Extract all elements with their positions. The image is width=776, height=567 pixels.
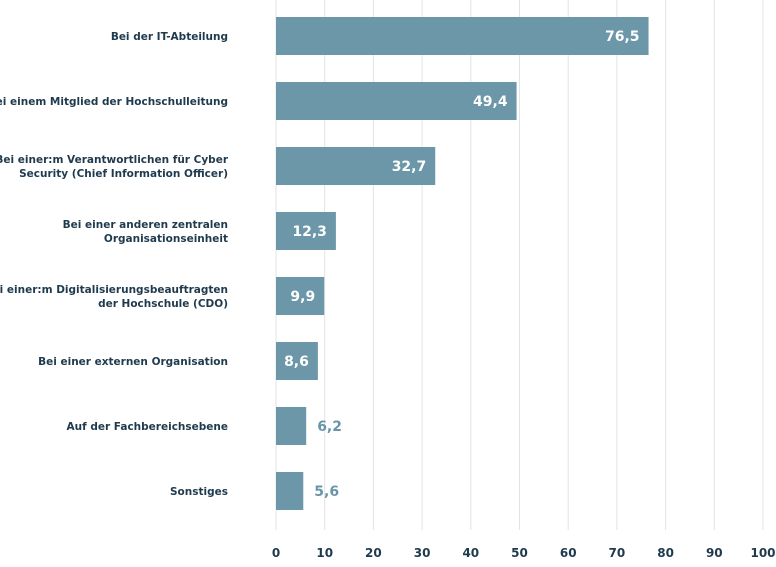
bar [276, 147, 436, 185]
value-label: 8,6 [284, 354, 309, 370]
category-labels: Bei der IT-Abteilung Bei einem Mitglied d… [0, 31, 229, 498]
x-tick-label: 100 [750, 546, 775, 560]
bar [276, 342, 318, 380]
x-tick-label: 90 [706, 546, 723, 560]
value-label: 5,6 [314, 484, 339, 500]
bar [276, 277, 325, 315]
category-label: Sonstiges [170, 486, 228, 498]
bar [276, 82, 517, 120]
value-label: 6,2 [317, 419, 342, 435]
x-tick-label: 10 [316, 546, 333, 560]
bar [276, 472, 304, 510]
value-label: 12,3 [292, 224, 327, 240]
category-label: Bei einer externen Organisation [38, 356, 228, 368]
category-label: Auf der Fachbereichsebene [67, 421, 228, 433]
x-tick-label: 0 [272, 546, 280, 560]
category-label: Bei einer:m Digitalisierungsbeauftragten… [0, 284, 228, 310]
x-tick-label: 70 [609, 546, 626, 560]
category-label: Bei der IT-Abteilung [111, 31, 228, 43]
bar [276, 212, 336, 250]
x-tick-label: 20 [365, 546, 382, 560]
bar [276, 407, 307, 445]
x-axis-tick-labels: 0 10 20 30 40 50 60 70 80 90 100 [272, 546, 776, 560]
x-tick-label: 60 [560, 546, 577, 560]
x-tick-label: 30 [414, 546, 431, 560]
x-tick-label: 80 [657, 546, 674, 560]
category-label: Bei einer anderen zentralen Organisations… [63, 219, 228, 245]
gridlines [275, 0, 764, 530]
value-labels: 76,5 49,4 32,7 12,3 9,9 8,6 6,2 5,6 [284, 29, 639, 500]
value-label: 76,5 [605, 29, 640, 45]
value-label: 49,4 [473, 94, 508, 110]
category-label: Bei einem Mitglied der Hochschulleitung [0, 96, 228, 108]
bars [276, 17, 649, 510]
value-label: 9,9 [290, 289, 315, 305]
x-tick-label: 50 [511, 546, 528, 560]
category-label: Bei einer:m Verantwortlichen für Cyber Se… [0, 154, 229, 180]
value-label: 32,7 [392, 159, 427, 175]
x-tick-label: 40 [462, 546, 479, 560]
bar [276, 17, 649, 55]
